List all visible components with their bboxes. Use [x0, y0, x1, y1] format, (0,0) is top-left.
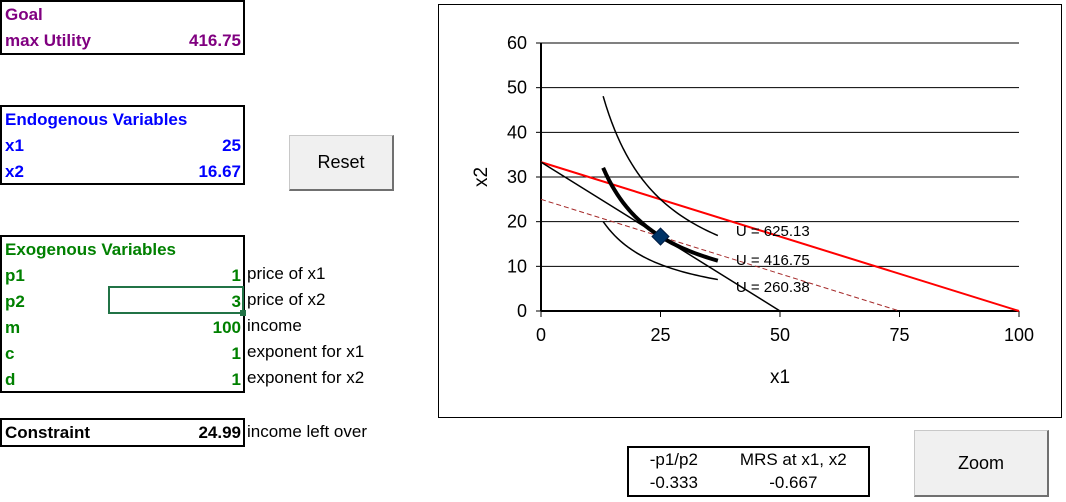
m-label: m — [5, 318, 21, 337]
x-tick-label: 100 — [1004, 325, 1034, 345]
indifference-curve — [602, 95, 719, 237]
goal-label: max Utility — [5, 31, 91, 50]
mrs-header: MRS at x1, x2 — [739, 450, 847, 469]
slope-header: -p1/p2 — [649, 450, 698, 469]
y-tick-label: 20 — [507, 212, 527, 232]
constraint-box: Constraint 24.99 — [0, 418, 245, 447]
zoom-button[interactable]: Zoom — [914, 430, 1049, 497]
p2-value[interactable]: 3 — [231, 292, 241, 311]
chart[interactable]: 0 10 20 30 40 50 60 0 25 50 75 100 x1 x2 U = 625.13 U =… — [438, 4, 1062, 418]
exogenous-title: Exogenous Variables — [5, 240, 177, 259]
constraint-value[interactable]: 24.99 — [198, 423, 241, 442]
mrs-value: -0.667 — [769, 473, 818, 492]
slope-value: -0.333 — [649, 473, 698, 492]
selected-cell[interactable] — [108, 286, 244, 314]
y-tick-label: 0 — [517, 301, 527, 321]
x-tick-label: 50 — [770, 325, 790, 345]
x1-label: x1 — [5, 136, 24, 155]
indifference-curve — [602, 221, 718, 281]
optimum-marker — [651, 227, 670, 246]
budget-dashed-line — [540, 198, 900, 312]
x2-value[interactable]: 16.67 — [198, 162, 241, 181]
y-tick-label: 40 — [507, 122, 527, 142]
p2-label: p2 — [5, 292, 25, 311]
goal-box: Goal max Utility 416.75 — [0, 0, 245, 55]
goal-title: Goal — [5, 5, 43, 24]
endogenous-box: Endogenous Variables x1 25 x2 16.67 — [0, 105, 245, 185]
x2-label: x2 — [5, 162, 24, 181]
x-tick-label: 0 — [536, 325, 546, 345]
constraint-label: Constraint — [5, 423, 90, 442]
indifference-curve — [601, 166, 719, 263]
y-axis-label: x2 — [471, 167, 492, 187]
x1-value[interactable]: 25 — [222, 136, 241, 155]
d-label: d — [5, 370, 16, 389]
curve-label: U = 625.13 — [736, 223, 810, 240]
p1-desc: price of x1 — [247, 264, 326, 283]
exogenous-box: Exogenous Variables p1 1 p2 3 m 100 c 1 d 1 — [0, 235, 245, 393]
y-tick-label: 50 — [507, 78, 527, 98]
d-value[interactable]: 1 — [231, 370, 241, 389]
endogenous-title: Endogenous Variables — [5, 110, 188, 129]
budget-line — [540, 161, 1020, 312]
constraint-desc: income left over — [247, 422, 367, 441]
c-label: c — [5, 344, 15, 363]
d-desc: exponent for x2 — [247, 368, 365, 387]
curve-label: U = 416.75 — [736, 252, 810, 269]
fill-handle[interactable] — [240, 310, 246, 316]
m-value[interactable]: 100 — [212, 318, 241, 337]
p1-value[interactable]: 1 — [231, 266, 241, 285]
goal-value[interactable]: 416.75 — [189, 31, 241, 50]
y-tick-label: 10 — [507, 256, 527, 276]
curve-label: U = 260.38 — [736, 279, 810, 296]
y-tick-label: 60 — [507, 33, 527, 53]
x-tick-label: 25 — [650, 325, 670, 345]
c-value[interactable]: 1 — [231, 344, 241, 363]
c-desc: exponent for x1 — [247, 342, 365, 361]
x-tick-label: 75 — [889, 325, 909, 345]
x-axis-label: x1 — [770, 367, 790, 388]
p2-desc: price of x2 — [247, 290, 326, 309]
y-tick-label: 30 — [507, 167, 527, 187]
p1-label: p1 — [5, 266, 25, 285]
m-desc: income — [247, 316, 302, 335]
mrs-box: -p1/p2 MRS at x1, x2 -0.333 -0.667 — [627, 446, 870, 497]
reset-button[interactable]: Reset — [289, 135, 394, 191]
